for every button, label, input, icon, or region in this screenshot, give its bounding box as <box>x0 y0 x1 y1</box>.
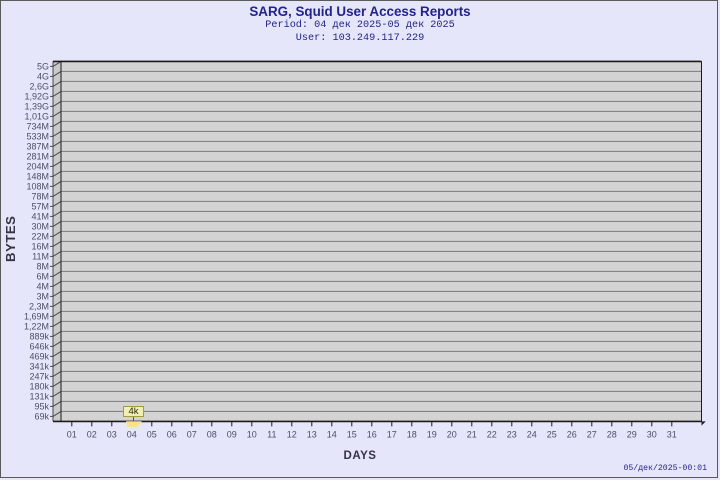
svg-text:4M: 4M <box>36 282 49 292</box>
svg-text:27: 27 <box>587 429 597 439</box>
svg-text:09: 09 <box>227 429 237 439</box>
svg-text:5G: 5G <box>37 62 49 72</box>
svg-text:2,3M: 2,3M <box>29 302 49 312</box>
svg-text:341k: 341k <box>29 362 49 372</box>
svg-text:108M: 108M <box>26 182 49 192</box>
svg-text:19: 19 <box>427 429 437 439</box>
svg-text:41M: 41M <box>31 212 49 222</box>
svg-text:533M: 533M <box>26 132 49 142</box>
svg-text:03: 03 <box>107 429 117 439</box>
svg-text:8M: 8M <box>36 262 49 272</box>
svg-text:387M: 387M <box>26 142 49 152</box>
svg-text:01: 01 <box>67 429 77 439</box>
svg-text:11M: 11M <box>32 252 49 262</box>
svg-text:08: 08 <box>207 429 217 439</box>
svg-text:148M: 148M <box>26 172 49 182</box>
svg-text:30: 30 <box>647 429 657 439</box>
svg-text:18: 18 <box>407 429 417 439</box>
svg-text:2,6G: 2,6G <box>29 82 49 92</box>
svg-text:20: 20 <box>447 429 457 439</box>
svg-text:28: 28 <box>607 429 617 439</box>
svg-text:1,01G: 1,01G <box>24 112 49 122</box>
svg-text:469k: 469k <box>29 352 49 362</box>
svg-text:23: 23 <box>507 429 517 439</box>
svg-text:1,69M: 1,69M <box>24 312 49 322</box>
svg-text:3M: 3M <box>36 292 49 302</box>
svg-text:131k: 131k <box>29 392 49 402</box>
svg-text:16: 16 <box>367 429 377 439</box>
svg-text:78M: 78M <box>31 192 49 202</box>
svg-text:4G: 4G <box>37 72 49 82</box>
svg-text:1,39G: 1,39G <box>24 102 49 112</box>
svg-text:29: 29 <box>627 429 637 439</box>
svg-text:26: 26 <box>567 429 577 439</box>
svg-text:1,22M: 1,22M <box>24 322 49 332</box>
svg-text:15: 15 <box>347 429 357 439</box>
svg-text:05: 05 <box>147 429 157 439</box>
svg-text:889k: 889k <box>29 332 49 342</box>
svg-text:24: 24 <box>527 429 537 439</box>
svg-text:31: 31 <box>667 429 677 439</box>
svg-text:281M: 281M <box>26 152 49 162</box>
svg-text:21: 21 <box>467 429 477 439</box>
svg-text:30M: 30M <box>31 222 49 232</box>
svg-text:17: 17 <box>387 429 397 439</box>
svg-text:16M: 16M <box>31 242 49 252</box>
svg-text:13: 13 <box>307 429 317 439</box>
svg-text:06: 06 <box>167 429 177 439</box>
svg-text:02: 02 <box>87 429 97 439</box>
svg-text:1,92G: 1,92G <box>24 92 49 102</box>
svg-text:04: 04 <box>127 429 137 439</box>
svg-text:12: 12 <box>287 429 297 439</box>
svg-text:57M: 57M <box>31 202 49 212</box>
svg-text:180k: 180k <box>29 382 49 392</box>
svg-text:22M: 22M <box>31 232 49 242</box>
svg-text:07: 07 <box>187 429 197 439</box>
svg-text:14: 14 <box>327 429 337 439</box>
svg-text:734M: 734M <box>26 122 49 132</box>
svg-text:247k: 247k <box>29 372 49 382</box>
svg-text:6M: 6M <box>36 272 49 282</box>
svg-text:204M: 204M <box>26 162 49 172</box>
svg-text:22: 22 <box>487 429 497 439</box>
svg-text:10: 10 <box>247 429 257 439</box>
svg-text:25: 25 <box>547 429 557 439</box>
svg-text:11: 11 <box>267 429 276 439</box>
svg-text:69k: 69k <box>34 412 49 422</box>
svg-text:646k: 646k <box>29 342 49 352</box>
svg-text:95k: 95k <box>34 402 49 412</box>
